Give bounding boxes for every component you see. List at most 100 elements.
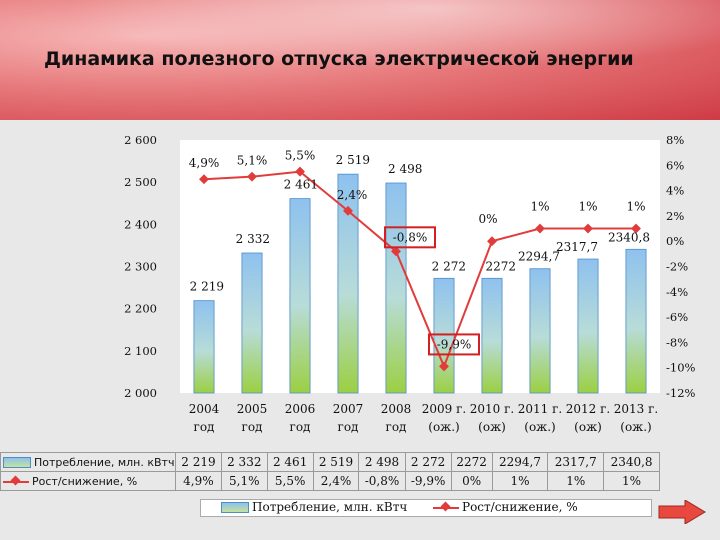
- growth-value-label: 4,9%: [189, 156, 220, 170]
- table-row: Рост/снижение, % 4,9% 5,1% 5,5% 2,4% -0,…: [0, 471, 660, 491]
- table-cell: 2272: [450, 452, 493, 472]
- table-cell: 2340,8: [603, 452, 660, 472]
- bar: [337, 173, 359, 394]
- bar-value-label: 2 461: [284, 178, 318, 192]
- right-axis-tick-label: -6%: [666, 310, 688, 324]
- table-row: Потребление, млн. кВтч 2 219 2 332 2 461…: [0, 452, 660, 472]
- line-point: [583, 223, 593, 234]
- line-point: [487, 236, 497, 247]
- bar: [529, 268, 551, 394]
- left-axis-tick-label: 2 600: [124, 133, 157, 147]
- bar: [481, 277, 503, 394]
- category-label: (ож): [574, 420, 602, 434]
- table-cell: 2 519: [312, 452, 360, 472]
- bar: [433, 277, 455, 394]
- bar-value-label: 2 519: [336, 153, 370, 167]
- category-label: (ож.): [428, 420, 459, 434]
- left-axis-tick-label: 2 500: [124, 175, 157, 189]
- line-point: [247, 171, 257, 182]
- left-axis-tick-label: 2 300: [124, 260, 157, 274]
- category-label: 2013 г.: [614, 402, 658, 416]
- growth-line-path: [203, 170, 636, 370]
- chart: 2 000 2 100 2 200 2 300 2 400 2 500 2 600 -12%…: [124, 133, 696, 434]
- bar-legend-swatch: [221, 502, 249, 513]
- table-cell: 2,4%: [312, 471, 360, 491]
- right-axis-tick-label: 0%: [666, 234, 684, 248]
- left-axis-tick-label: 2 200: [124, 302, 157, 316]
- growth-value-label: 0%: [478, 212, 497, 226]
- bar-legend-swatch: [3, 457, 31, 468]
- table-cell: 2 332: [220, 452, 268, 472]
- left-axis: 2 000 2 100 2 200 2 300 2 400 2 500 2 600: [124, 133, 157, 400]
- table-cell: 1%: [603, 471, 660, 491]
- legend-item-consumption: Потребление, млн. кВтч: [221, 500, 407, 514]
- bar-value-label: 2 219: [190, 280, 224, 294]
- category-label: (ож.): [524, 420, 555, 434]
- bar-value-label: 2294,7: [518, 250, 560, 264]
- table-cell: 2 272: [404, 452, 452, 472]
- chart-legend: Потребление, млн. кВтч Рост/снижение, %: [200, 499, 652, 517]
- legend-label: Рост/снижение, %: [462, 500, 578, 514]
- line-point: [343, 205, 353, 216]
- category-label: год: [338, 420, 359, 434]
- category-label: (ож.): [620, 420, 651, 434]
- bar: [289, 198, 311, 394]
- slide-title: Динамика полезного отпуска электрической…: [44, 48, 634, 70]
- category-label: (ож): [478, 420, 506, 434]
- table-cell: 5,1%: [220, 471, 268, 491]
- growth-value-label: 5,1%: [237, 154, 268, 168]
- arrow-right-icon[interactable]: [657, 500, 707, 524]
- category-label: 2011 г.: [518, 402, 562, 416]
- growth-value-label: 2,4%: [337, 188, 368, 202]
- right-axis-tick-label: -2%: [666, 260, 688, 274]
- line-legend-swatch: [433, 503, 459, 512]
- line-point: [535, 223, 545, 234]
- table-cell: 2294,7: [491, 452, 549, 472]
- line-point: [631, 223, 641, 234]
- left-axis-tick-label: 2 400: [124, 217, 157, 231]
- right-axis-tick-label: 4%: [666, 184, 684, 198]
- table-cell: 2 461: [266, 452, 314, 472]
- bar: [625, 248, 647, 394]
- bar: [577, 258, 599, 394]
- left-axis-tick-label: 2 100: [124, 344, 157, 358]
- category-label: 2010 г.: [470, 402, 514, 416]
- category-label: год: [194, 420, 215, 434]
- right-axis-tick-label: 6%: [666, 158, 684, 172]
- growth-value-label: 1%: [626, 200, 645, 214]
- table-row-label: Рост/снижение, %: [32, 474, 138, 488]
- table-cell: 1%: [491, 471, 549, 491]
- table-cell: 5,5%: [266, 471, 314, 491]
- category-label: 2009 г.: [422, 402, 466, 416]
- left-axis-tick-label: 2 000: [124, 386, 157, 400]
- right-axis-tick-label: 8%: [666, 133, 684, 147]
- right-axis-tick-label: -10%: [666, 361, 696, 375]
- bar: [241, 252, 263, 394]
- table-cell: 4,9%: [175, 471, 222, 491]
- legend-label: Потребление, млн. кВтч: [252, 500, 408, 514]
- right-axis-tick-label: 2%: [666, 209, 684, 223]
- category-label: год: [290, 420, 311, 434]
- table-row-header: Рост/снижение, %: [0, 471, 176, 491]
- line-point: [199, 174, 209, 185]
- table-cell: 0%: [450, 471, 493, 491]
- legend-item-growth: Рост/снижение, %: [433, 500, 578, 514]
- bar-value-label: 2 498: [388, 162, 422, 176]
- header-background: [0, 0, 720, 120]
- bar-value-label: 2340,8: [608, 230, 650, 244]
- highlight-box: [428, 333, 480, 356]
- bar-value-label: 2 332: [236, 232, 270, 246]
- highlight-box: [384, 226, 436, 249]
- table-cell: 2 219: [175, 452, 222, 472]
- data-labels: 2 219 2 332 2 461 2 519 2 498 2 272 22722294,7…: [189, 149, 650, 356]
- right-axis-tick-label: -12%: [666, 386, 696, 400]
- category-label: 2008: [381, 402, 412, 416]
- category-label: год: [386, 420, 407, 434]
- growth-value-label: -9,9%: [437, 337, 472, 351]
- right-axis-tick-label: -4%: [666, 285, 688, 299]
- table-row-label: Потребление, млн. кВтч: [34, 455, 175, 469]
- growth-value-label: 1%: [530, 200, 549, 214]
- table-cell: 1%: [547, 471, 605, 491]
- table-cell: 2 498: [358, 452, 406, 472]
- category-label: 2006: [285, 402, 316, 416]
